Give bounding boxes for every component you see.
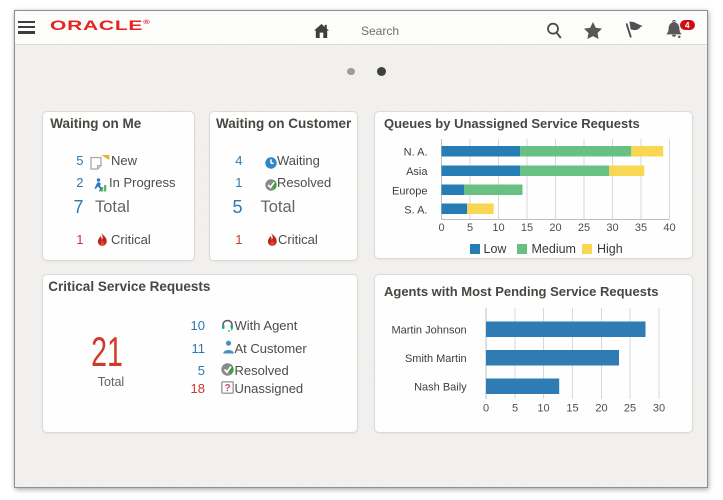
svg-text:0: 0 xyxy=(438,222,444,234)
svg-text:25: 25 xyxy=(578,222,590,234)
svg-text:Martin Johnson: Martin Johnson xyxy=(391,324,466,336)
svg-text:10: 10 xyxy=(492,222,504,234)
svg-text:5: 5 xyxy=(467,222,473,234)
svg-text:S. A.: S. A. xyxy=(404,204,427,216)
svg-text:Europe: Europe xyxy=(392,185,427,197)
svg-text:?: ? xyxy=(224,383,230,394)
svg-text:Asia: Asia xyxy=(406,166,428,178)
svg-text:10: 10 xyxy=(537,403,549,415)
svg-text:Smith Martin: Smith Martin xyxy=(405,353,467,365)
svg-text:Nash Baily: Nash Baily xyxy=(414,381,467,393)
svg-text:15: 15 xyxy=(566,403,578,415)
svg-text:40: 40 xyxy=(663,222,675,234)
svg-text:20: 20 xyxy=(549,222,561,234)
svg-text:5: 5 xyxy=(512,403,518,415)
svg-text:20: 20 xyxy=(595,403,607,415)
svg-text:30: 30 xyxy=(653,403,665,415)
svg-text:0: 0 xyxy=(483,403,489,415)
svg-text:30: 30 xyxy=(606,222,618,234)
svg-text:35: 35 xyxy=(635,222,647,234)
svg-text:25: 25 xyxy=(624,403,636,415)
svg-text:15: 15 xyxy=(521,222,533,234)
svg-text:N. A.: N. A. xyxy=(404,146,428,158)
